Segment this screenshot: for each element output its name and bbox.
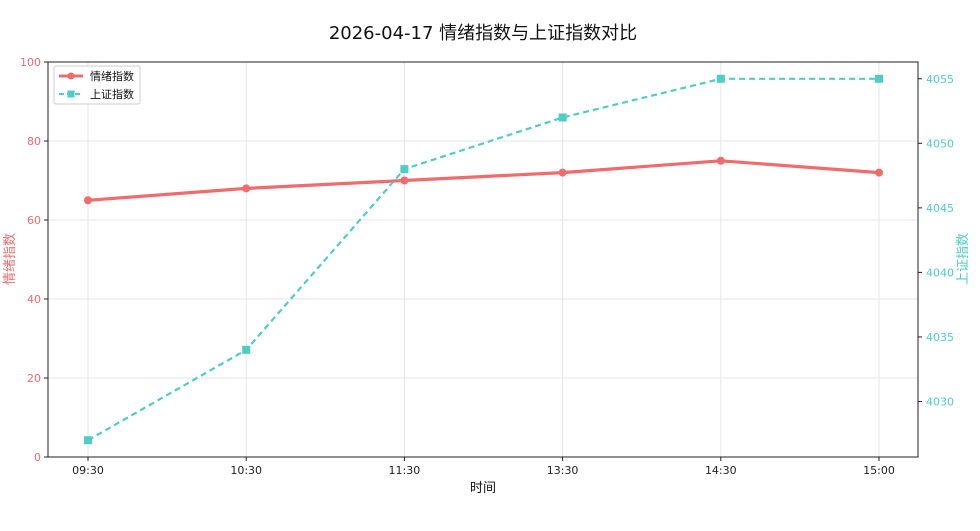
y-left-tick-label: 60 bbox=[27, 214, 41, 227]
data-point-0 bbox=[558, 168, 567, 177]
y-right-tick-label: 4055 bbox=[926, 73, 954, 86]
series-line-1 bbox=[87, 77, 879, 442]
data-point-0 bbox=[875, 168, 883, 177]
y-left-tick-label: 100 bbox=[20, 56, 41, 69]
x-axis: 09:30 10:30 11:30 13:30 14:30 15:00 bbox=[72, 457, 895, 477]
y-right-tick-label: 4030 bbox=[926, 395, 954, 408]
y-axis-right-label: 上证指数 bbox=[956, 233, 971, 285]
x-tick-label: 11:30 bbox=[389, 464, 421, 477]
series-layer bbox=[84, 74, 883, 445]
series-line-0 bbox=[87, 159, 880, 202]
legend-marker-sentiment bbox=[67, 72, 75, 80]
x-tick-label: 13:30 bbox=[547, 464, 579, 477]
x-tick-label: 10:30 bbox=[230, 464, 262, 477]
y-right-tick-label: 4035 bbox=[926, 331, 954, 344]
x-axis-label: 时间 bbox=[470, 481, 496, 496]
y-right-tick-label: 4050 bbox=[926, 137, 954, 150]
data-point-1 bbox=[400, 165, 409, 174]
y-axis-left: 0 20 40 60 80 100 bbox=[20, 56, 48, 464]
y-axis-left-label: 情绪指数 bbox=[3, 233, 18, 285]
x-tick-label: 14:30 bbox=[705, 464, 737, 477]
x-tick-label: 09:30 bbox=[72, 464, 104, 477]
plot-frame bbox=[47, 61, 919, 458]
legend-label-index: 上证指数 bbox=[90, 87, 134, 101]
legend-label-sentiment: 情绪指数 bbox=[90, 69, 134, 83]
legend-marker-index bbox=[67, 90, 75, 98]
x-tick-label: 15:00 bbox=[863, 464, 895, 477]
y-right-tick-label: 4045 bbox=[926, 202, 954, 215]
y-left-tick-label: 40 bbox=[27, 293, 41, 306]
y-left-tick-label: 0 bbox=[34, 451, 41, 464]
y-left-tick-label: 20 bbox=[27, 372, 41, 385]
data-point-0 bbox=[716, 156, 725, 165]
grid bbox=[48, 61, 918, 458]
data-point-0 bbox=[242, 184, 251, 193]
legend: 情绪指数 上证指数 bbox=[53, 65, 141, 105]
data-point-1 bbox=[84, 436, 92, 445]
y-axis-right: 4030 4035 4040 4045 4050 4055 bbox=[918, 73, 954, 408]
data-point-1 bbox=[716, 74, 725, 83]
data-point-0 bbox=[84, 196, 92, 205]
data-point-1 bbox=[242, 345, 251, 354]
y-left-tick-label: 80 bbox=[27, 135, 41, 148]
y-right-tick-label: 4040 bbox=[926, 266, 954, 279]
chart-title: 2026-04-17 情绪指数与上证指数对比 bbox=[329, 23, 637, 44]
data-point-0 bbox=[400, 176, 409, 185]
data-point-1 bbox=[875, 74, 883, 83]
data-point-1 bbox=[558, 113, 567, 122]
